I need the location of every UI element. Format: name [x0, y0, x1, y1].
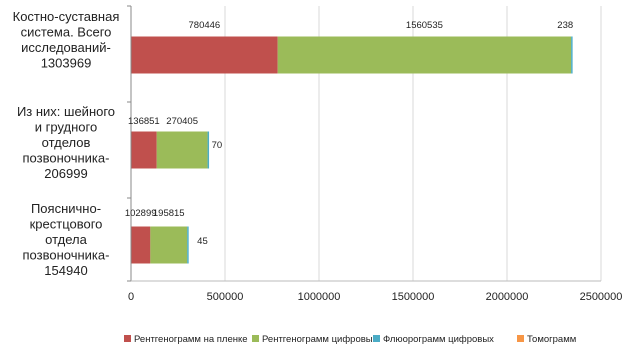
x-tick-label: 2000000 — [486, 291, 529, 303]
x-axis-ticks: 0 500000 1000000 1500000 2000000 2500000 — [128, 291, 622, 303]
legend-label: Рентгенограмм цифровых — [262, 334, 378, 345]
category-label-line: Пояснично- — [31, 201, 101, 216]
data-label: 1560535 — [406, 20, 443, 31]
legend-swatch — [373, 335, 380, 342]
category-label-line: и грудного — [35, 120, 97, 135]
data-label: 45 — [197, 236, 208, 247]
category-label-line: 1303969 — [41, 56, 92, 71]
bar-segment — [131, 226, 151, 264]
bar-segment — [131, 131, 157, 169]
bar-segment — [156, 131, 208, 169]
bar-segment — [277, 36, 572, 74]
data-label: 195815 — [153, 208, 185, 219]
bar-segment — [571, 36, 573, 74]
data-label: 102899 — [125, 208, 157, 219]
category-label-line: позвоночника- — [23, 248, 110, 263]
bar-segment — [207, 131, 210, 169]
x-tick-label: 0 — [128, 291, 134, 303]
bars — [131, 36, 573, 264]
category-label-line: 154940 — [44, 263, 87, 278]
data-label: 270405 — [166, 116, 198, 127]
data-labels: 780446 1560535 238 136851 270405 70 1028991958… — [125, 20, 573, 247]
legend-label: Томограмм — [527, 334, 576, 345]
legend-swatch — [252, 335, 259, 342]
data-label: 238 — [557, 20, 573, 31]
category-label-line: Из них: шейного — [17, 104, 115, 119]
bar-segment — [131, 36, 278, 74]
legend-swatch — [124, 335, 131, 342]
category-label-line: система. Всего — [21, 25, 112, 40]
category-label-line: крестцового — [30, 217, 103, 232]
data-label: 70 — [212, 140, 223, 151]
category-label-line: позвоночника- — [23, 151, 110, 166]
x-tick-label: 1500000 — [392, 291, 435, 303]
category-label-line: исследований- — [21, 40, 111, 55]
legend-label: Рентгенограмм на пленке — [134, 334, 248, 345]
legend-swatch — [517, 335, 524, 342]
category-label-line: отделов — [42, 135, 91, 150]
category-label-line: Костно-суставная — [13, 9, 120, 24]
x-tick-label: 1000000 — [298, 291, 341, 303]
x-tick-label: 2500000 — [580, 291, 623, 303]
data-label: 136851 — [128, 116, 160, 127]
category-label-line: отдела — [45, 232, 87, 247]
bar-segment — [150, 226, 188, 264]
bar-segment — [187, 226, 189, 264]
axes — [127, 5, 601, 282]
x-tick-label: 500000 — [207, 291, 244, 303]
category-label-line: 206999 — [44, 166, 87, 181]
legend: Рентгенограмм на пленке Рентгенограмм циф… — [124, 334, 576, 345]
data-label: 780446 — [189, 20, 221, 31]
legend-label: Флюорограмм цифровых — [383, 334, 494, 345]
